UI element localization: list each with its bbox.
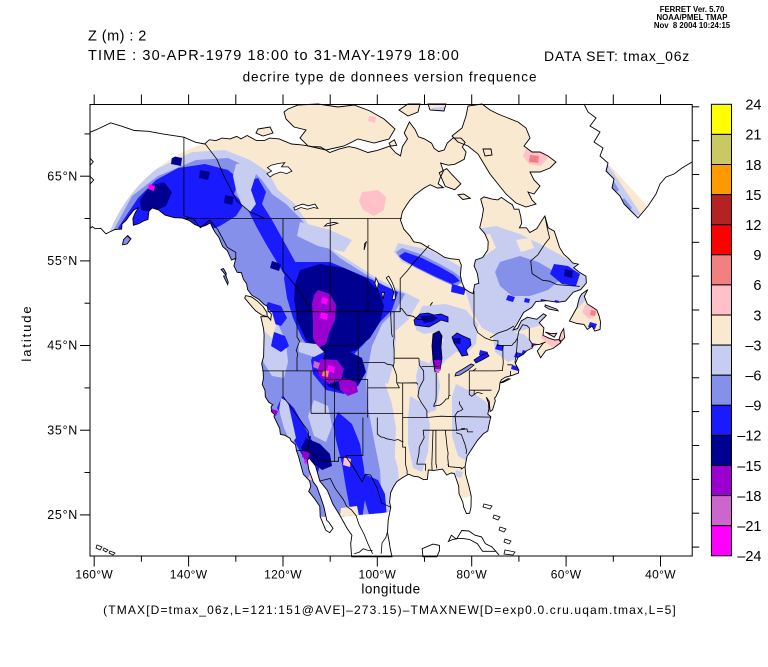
svg-text:longitude: longitude	[361, 582, 420, 597]
svg-text:12: 12	[745, 218, 761, 234]
svg-text:140°W: 140°W	[170, 568, 208, 582]
svg-text:65°N: 65°N	[47, 169, 78, 183]
svg-text:–12: –12	[737, 429, 761, 445]
svg-text:40°W: 40°W	[645, 568, 676, 582]
svg-text:–18: –18	[737, 489, 761, 505]
svg-text:–3: –3	[745, 338, 761, 354]
svg-text:60°W: 60°W	[551, 568, 582, 582]
svg-text:15: 15	[745, 188, 761, 204]
svg-text:9: 9	[753, 248, 761, 264]
svg-text:TIME : 30-APR-1979 18:00 to 31: TIME : 30-APR-1979 18:00 to 31-MAY-1979 …	[88, 48, 460, 64]
svg-text:18: 18	[745, 158, 761, 174]
svg-text:6: 6	[753, 278, 761, 294]
svg-text:latitude: latitude	[19, 304, 34, 361]
svg-text:–9: –9	[745, 399, 761, 415]
svg-text:25°N: 25°N	[47, 508, 78, 522]
svg-text:–24: –24	[737, 549, 761, 565]
svg-text:55°N: 55°N	[47, 254, 78, 268]
svg-text:Z (m) : 2: Z (m) : 2	[88, 29, 147, 45]
svg-text:–21: –21	[737, 519, 761, 535]
svg-text:FERRET Ver. 5.70: FERRET Ver. 5.70	[660, 5, 725, 14]
svg-text:(TMAX[D=tmax_06z,L=121:151@AVE: (TMAX[D=tmax_06z,L=121:151@AVE]–273.15)–…	[103, 603, 677, 617]
svg-text:24: 24	[745, 98, 761, 114]
svg-text:160°W: 160°W	[75, 568, 113, 582]
svg-text:120°W: 120°W	[264, 568, 302, 582]
svg-text:100°W: 100°W	[358, 568, 396, 582]
svg-text:DATA SET: tmax_06z: DATA SET: tmax_06z	[544, 48, 690, 64]
svg-text:3: 3	[753, 308, 761, 324]
svg-text:–6: –6	[745, 369, 761, 385]
svg-text:NOAA/PMEL TMAP: NOAA/PMEL TMAP	[657, 13, 728, 22]
svg-text:decrire type de donnees versio: decrire type de donnees version frequenc…	[243, 70, 538, 85]
svg-text:–15: –15	[737, 459, 761, 475]
svg-text:Nov 8 2004 10:24:15: Nov 8 2004 10:24:15	[654, 21, 731, 30]
svg-text:35°N: 35°N	[47, 423, 78, 437]
svg-text:45°N: 45°N	[47, 339, 78, 353]
svg-text:80°W: 80°W	[456, 568, 487, 582]
svg-text:21: 21	[745, 128, 761, 144]
